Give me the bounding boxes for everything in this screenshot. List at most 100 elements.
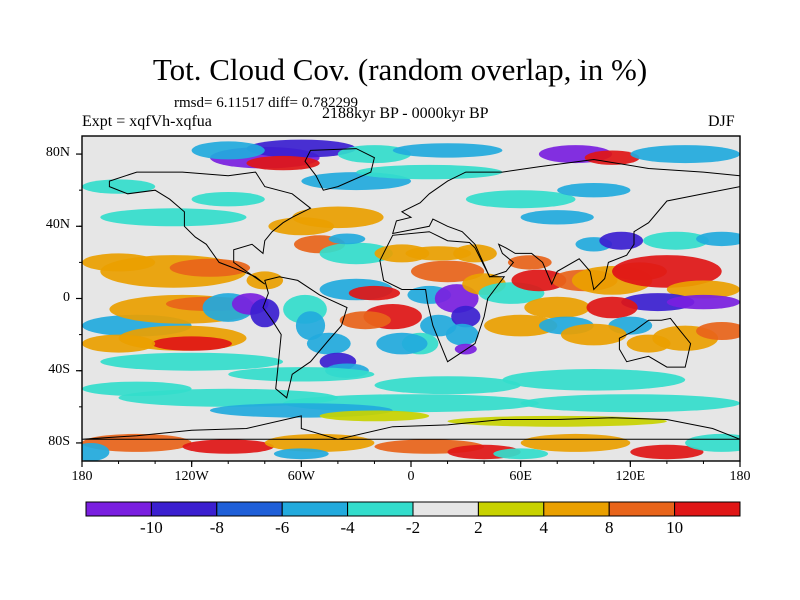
colorbar-swatch [412,501,479,517]
anomaly-region [520,394,740,413]
anomaly-region [118,388,338,407]
colorbar-swatch [347,501,414,517]
north-america-coastline [108,171,312,285]
colorbar-label: 2 [474,518,483,537]
anomaly-region [520,210,594,225]
anomaly-region [319,242,393,265]
anomaly-region [273,448,329,460]
colorbar-swatch [85,501,152,517]
colorbar-label: -4 [340,518,355,537]
lon-label: 180 [71,469,93,484]
lat-label: 40N [45,217,70,233]
anomaly-region [586,296,638,319]
anomaly-region [264,433,375,452]
colorbar-label: -2 [405,518,421,537]
anomaly-region [524,296,591,319]
lon-label: 0 [407,469,415,484]
anomaly-region [228,367,375,382]
lon-label: 60W [287,469,315,484]
lon-label: 120E [615,469,646,484]
anomaly-region [599,231,644,250]
anomaly-region [319,410,430,422]
season-label: DJF [708,113,735,130]
anomaly-region [374,244,430,263]
stats-text: rmsd= 6.11517 diff= 0.782299 [174,95,358,111]
colorbar-label: 8 [604,518,614,537]
anomaly-region [447,415,667,427]
chart-title: Tot. Cloud Cov. (random overlap, in %) [152,52,648,87]
colorbar-swatch [281,501,349,517]
anomaly-region [584,150,640,165]
anomaly-region [169,258,251,277]
anomaly-region [292,206,384,229]
colorbar-label: 4 [539,518,549,537]
colorbar-swatch [150,501,218,517]
anomaly-region [356,164,503,180]
anomaly-region [295,311,326,340]
anomaly-region [392,143,503,158]
anomaly-region [191,141,265,160]
anomaly-region [696,231,740,247]
anomaly-region [643,231,709,250]
lat-label: 40S [48,361,70,377]
anomaly-region [82,334,156,353]
anomaly-region [666,294,740,310]
eurasia-coastline [391,158,740,291]
anomaly-region [339,311,391,330]
anomaly-region [376,332,428,355]
anomaly-region [502,369,686,391]
anomaly-region [630,145,740,164]
colorbar-swatch [674,501,741,517]
anomaly-region [348,285,400,301]
south-america-coastline [262,276,348,399]
lon-label: 60E [509,469,532,484]
anomaly-region [191,192,265,207]
lat-label: 80N [45,145,70,161]
anomaly-region [306,332,351,355]
anomaly-region [100,208,247,227]
colorbar-label: -10 [140,518,163,537]
anomaly-region [82,443,110,461]
anomaly-region [82,253,156,272]
anomaly-region [557,183,631,198]
anomaly-region [82,179,156,194]
anomaly-region [100,352,284,371]
anomaly-region [560,323,627,346]
anomaly-region [493,448,549,460]
lat-label: 0 [63,289,70,305]
lon-label: 180 [729,469,751,484]
anomaly-region [520,433,631,452]
anomaly-region [151,336,232,351]
anomaly-region [484,314,558,337]
lon-label: 120W [174,469,209,484]
anomaly-region [507,255,552,270]
africa-coastline [379,231,506,363]
anomaly-region [434,284,479,313]
anomaly-region [612,255,722,288]
colorbar-swatch [543,501,610,517]
anomaly-region [374,376,521,395]
anomaly-region [451,305,481,328]
colorbar-swatch [477,501,545,517]
australia-coastline [618,317,692,368]
anomaly-region [445,323,479,346]
anomaly-region [246,155,320,171]
anomaly-region [82,433,192,452]
anomaly-region [511,269,567,292]
anomaly-region [453,244,497,263]
greenland-coastline [304,148,375,191]
period-label: 2188kyr BP - 0000kyr BP [322,105,489,122]
anomaly-region [411,260,485,283]
anomaly-region [328,233,366,245]
colorbar-label: -8 [209,518,224,537]
colorbar-swatch [216,501,283,517]
anomaly-region [685,433,740,452]
colorbar-label: -6 [275,518,290,537]
antarctica-coastline [82,415,740,440]
anomaly-region [465,190,576,209]
anomaly-region [630,444,704,460]
anomaly-region [337,145,411,164]
anomaly-region [246,139,357,158]
colorbar-label: 10 [666,518,684,537]
